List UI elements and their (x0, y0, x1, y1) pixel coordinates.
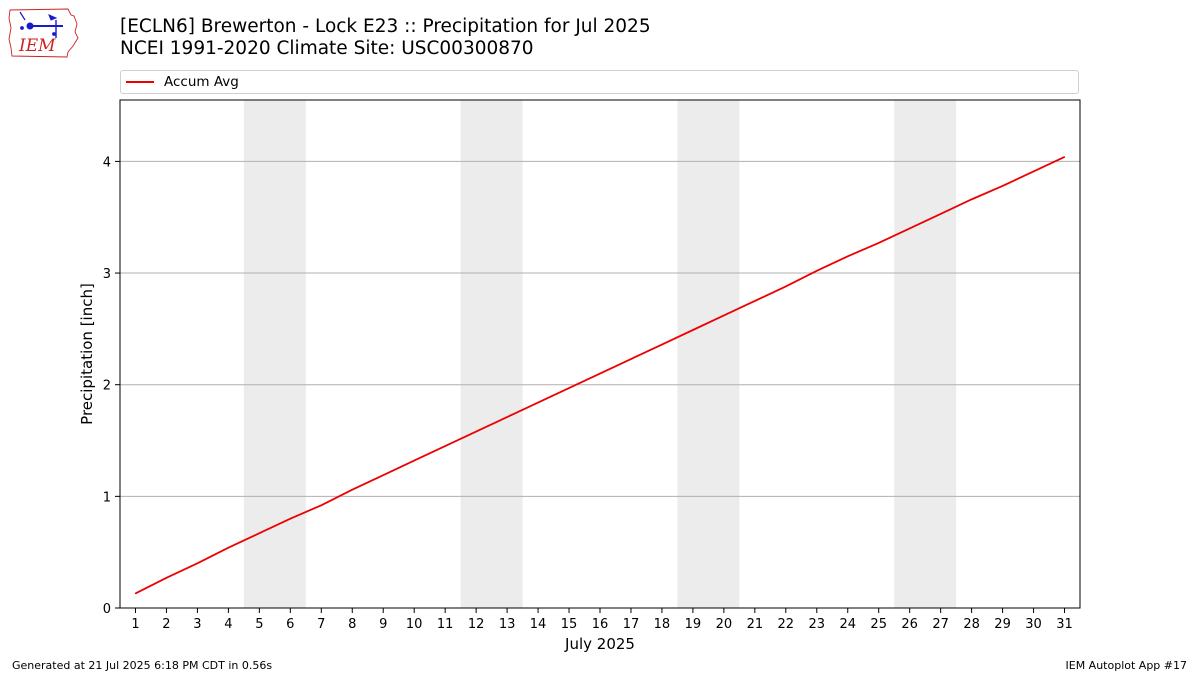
x-axis-label: July 2025 (564, 635, 635, 653)
data-point (723, 314, 725, 317)
x-tick-label: 30 (1025, 617, 1042, 632)
legend-swatch-accum-avg (126, 81, 154, 83)
y-tick-label: 2 (103, 379, 111, 394)
data-point (878, 242, 880, 244)
x-tick-label: 21 (747, 617, 764, 632)
x-tick-label: 8 (348, 617, 356, 632)
data-point (506, 416, 508, 418)
data-point (289, 518, 291, 520)
data-point (909, 227, 911, 229)
logo-text: IEM (18, 36, 56, 56)
chart-title: [ECLN6] Brewerton - Lock E23 :: Precipit… (120, 16, 651, 60)
generated-timestamp: Generated at 21 Jul 2025 6:18 PM CDT in … (12, 659, 273, 672)
y-tick-label: 0 (103, 602, 111, 617)
gridlines (120, 160, 1080, 497)
series-layer (134, 156, 1066, 595)
data-point (258, 532, 260, 534)
axes: 1 2 3 4 5 6 7 8 9 10 11 12 13 14 15 16 17 18 19 20 21 22 23 24 2… (103, 155, 1073, 632)
data-point (351, 489, 353, 491)
x-tick-label: 22 (778, 617, 795, 632)
data-point (1063, 156, 1066, 158)
x-tick-label: 23 (809, 617, 826, 632)
weather-station-icon (19, 11, 63, 38)
x-tick-label: 24 (839, 617, 856, 632)
x-tick-label: 26 (901, 617, 918, 632)
data-point (165, 577, 168, 579)
y-tick-label: 4 (103, 155, 111, 170)
iowa-outline-shape (8, 8, 79, 58)
data-point (134, 592, 137, 595)
data-point (444, 445, 446, 447)
x-tick-label: 11 (437, 617, 454, 632)
x-tick-label: 10 (406, 617, 423, 632)
x-tick-label: 12 (468, 617, 485, 632)
legend: Accum Avg (120, 70, 1079, 94)
x-tick-label: 4 (224, 617, 232, 632)
data-point (1001, 185, 1004, 187)
x-tick-label: 25 (870, 617, 887, 632)
x-tick-label: 31 (1056, 617, 1073, 632)
weekend-band (243, 100, 306, 608)
data-point (568, 387, 570, 389)
iem-logo: IEM (8, 8, 79, 58)
data-point (382, 474, 384, 476)
x-tick-label: 14 (530, 617, 547, 632)
y-tick-label: 3 (103, 267, 111, 282)
data-point (661, 343, 663, 346)
data-point (630, 358, 632, 360)
data-point (413, 460, 415, 462)
data-point (754, 300, 756, 302)
x-tick-label: 29 (994, 617, 1011, 632)
x-tick-label: 17 (623, 617, 640, 632)
x-tick-label: 1 (131, 617, 139, 632)
data-point (196, 562, 199, 564)
title-line-2: NCEI 1991-2020 Climate Site: USC00300870 (120, 38, 534, 59)
x-tick-label: 27 (932, 617, 949, 632)
x-tick-label: 9 (379, 617, 387, 632)
data-point (537, 401, 539, 404)
y-axis-label: Precipitation [inch] (78, 283, 96, 425)
data-point (599, 372, 601, 375)
weekend-bands (243, 100, 957, 608)
weekend-band (894, 100, 957, 608)
data-point (1032, 170, 1035, 173)
x-tick-label: 28 (963, 617, 980, 632)
x-tick-label: 20 (716, 617, 733, 632)
data-point (940, 213, 942, 215)
data-point (785, 285, 787, 288)
app-label: IEM Autoplot App #17 (1065, 659, 1188, 672)
x-tick-label: 2 (162, 617, 170, 632)
x-tick-label: 3 (193, 617, 201, 632)
data-point (320, 504, 322, 506)
data-point (847, 255, 849, 257)
data-point (971, 198, 973, 200)
x-tick-label: 18 (654, 617, 671, 632)
x-tick-label: 16 (592, 617, 609, 632)
y-tick-label: 1 (103, 490, 111, 505)
legend-label-accum-avg: Accum Avg (164, 74, 239, 90)
data-point (692, 329, 694, 331)
title-line-1: [ECLN6] Brewerton - Lock E23 :: Precipit… (120, 16, 651, 37)
x-tick-label: 5 (255, 617, 263, 632)
data-point (227, 547, 229, 549)
x-tick-label: 13 (499, 617, 516, 632)
x-tick-label: 19 (685, 617, 702, 632)
weekend-band (677, 100, 740, 608)
x-tick-label: 15 (561, 617, 578, 632)
data-point (816, 270, 818, 272)
weekend-band (460, 100, 523, 608)
x-tick-label: 7 (317, 617, 325, 632)
data-point (475, 430, 477, 433)
x-tick-label: 6 (286, 617, 294, 632)
